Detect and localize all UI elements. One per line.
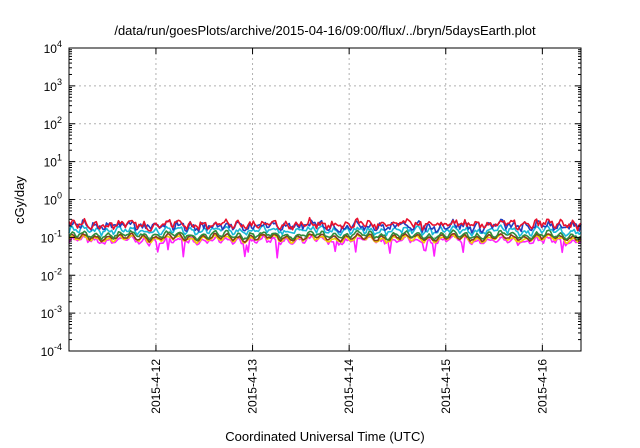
y-axis-label: cGy/day xyxy=(12,176,27,224)
y-tick-label: 102 xyxy=(44,115,62,132)
x-tick-label: 2015-4-16 xyxy=(535,359,549,414)
series-line xyxy=(68,216,582,232)
y-tick-label: 10-4 xyxy=(41,342,62,359)
y-tick-label: 104 xyxy=(44,39,62,56)
x-tick-label: 2015-4-12 xyxy=(149,359,163,414)
y-tick-label: 10-3 xyxy=(41,304,62,321)
x-tick-label: 2015-4-14 xyxy=(342,359,356,414)
x-tick-label: 2015-4-13 xyxy=(246,359,260,414)
y-tick-label: 10-1 xyxy=(41,228,62,245)
y-tick-label: 101 xyxy=(44,153,62,170)
series-line xyxy=(68,224,582,237)
y-axis: 104 103 102 101 100 10-1 10-2 10-3 10-4 xyxy=(41,39,581,359)
x-tick-label: 2015-4-15 xyxy=(439,359,453,414)
x-axis-label: Coordinated Universal Time (UTC) xyxy=(225,429,424,444)
x-axis: 2015-4-12 2015-4-13 2015-4-14 2015-4-15 2015… xyxy=(149,48,549,414)
series-layer xyxy=(68,216,582,259)
y-tick-label: 10-2 xyxy=(41,266,62,283)
grid xyxy=(69,48,581,351)
y-tick-label: 100 xyxy=(44,191,62,208)
series-line xyxy=(68,229,582,242)
chart-title: /data/run/goesPlots/archive/2015-04-16/0… xyxy=(114,23,536,38)
y-tick-label: 103 xyxy=(44,77,62,94)
